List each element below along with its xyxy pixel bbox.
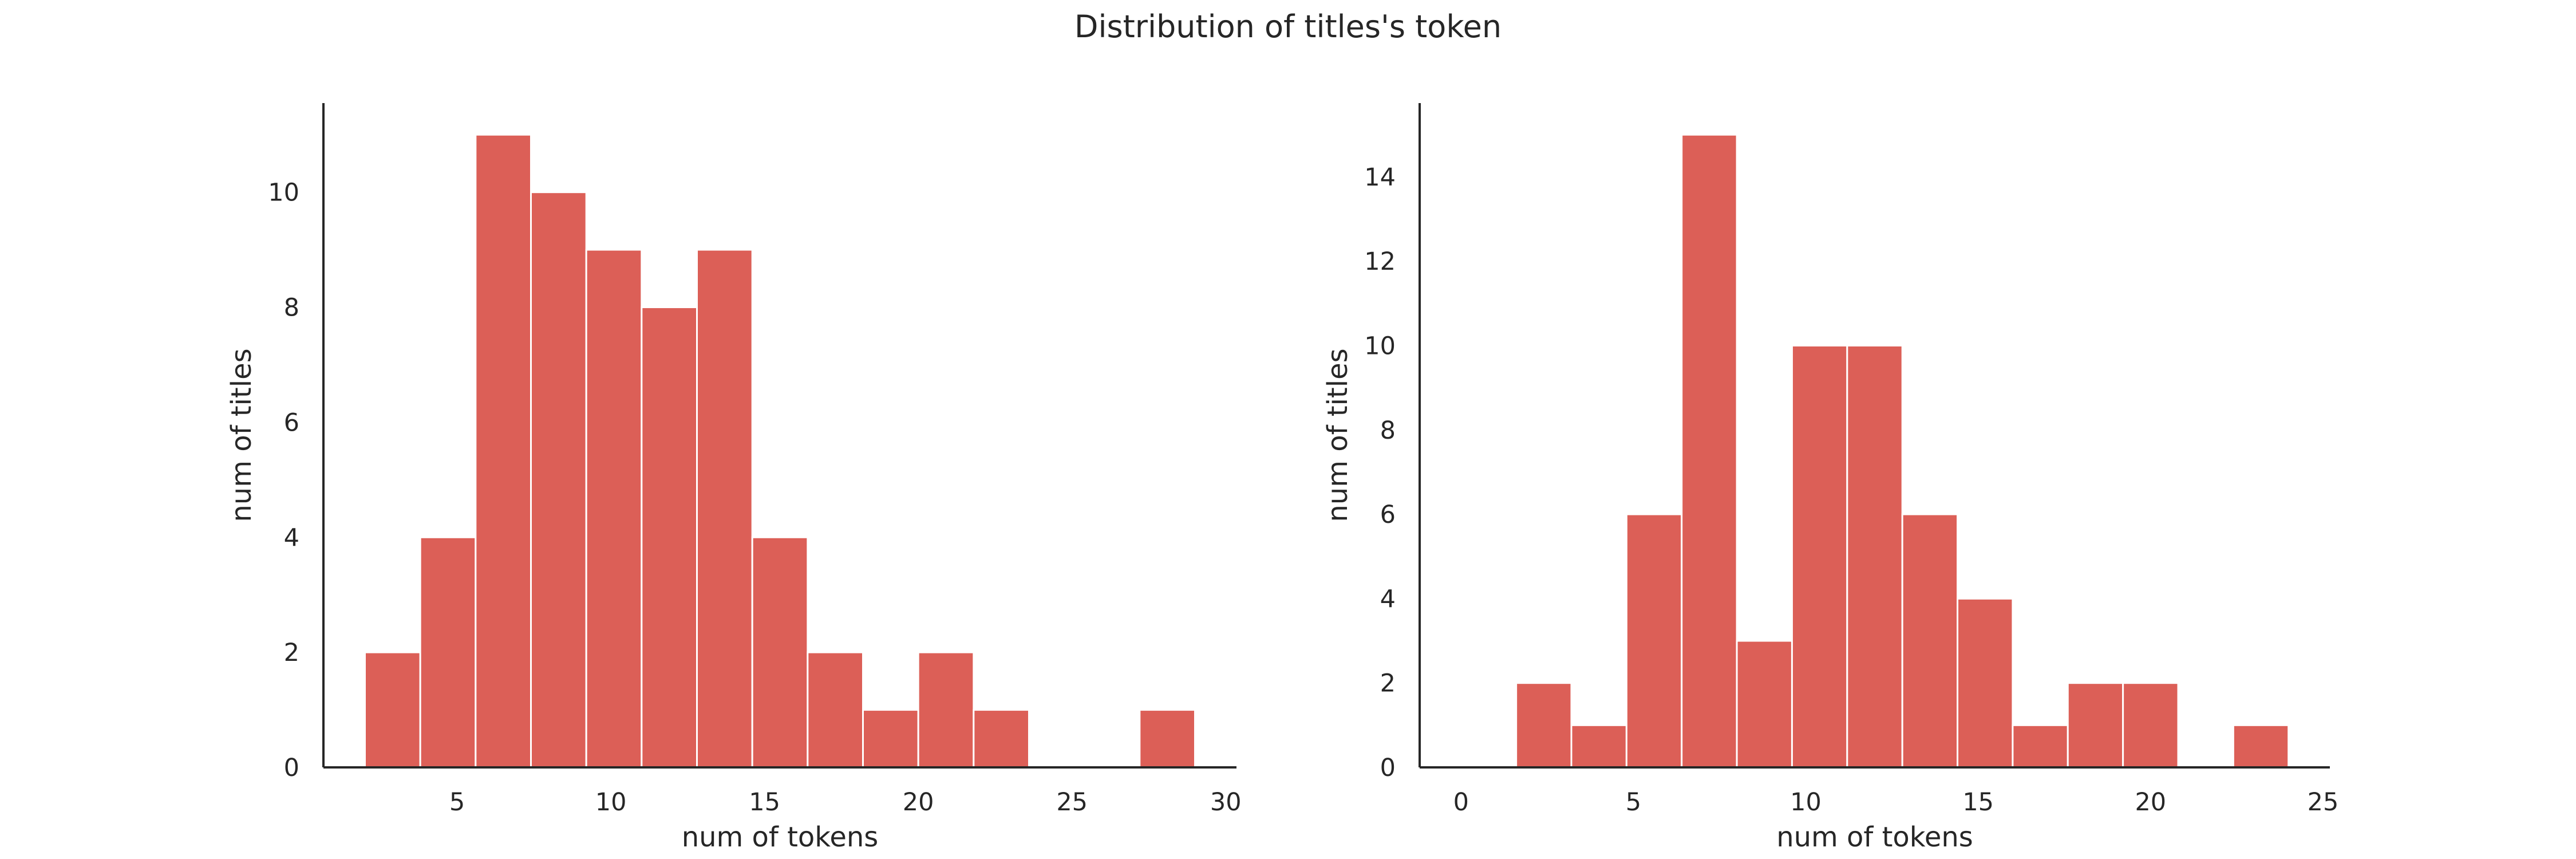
y-tick-label: 2	[1380, 669, 1396, 698]
histogram-bar	[1625, 513, 1683, 769]
histogram-bar	[1681, 133, 1738, 769]
y-tick-label: 12	[1364, 247, 1396, 276]
histogram-bar	[2012, 724, 2069, 769]
x-tick-label: 10	[595, 788, 627, 817]
y-tick-label: 6	[1380, 501, 1396, 529]
x-tick-label: 5	[449, 788, 465, 817]
x-tick-label: 0	[1453, 788, 1469, 817]
histogram-panel-left: 5 10 15 20 25 30 0 2 4 6 8 10 num of tokens num of ti…	[226, 103, 1242, 853]
x-tick-label: 25	[1056, 788, 1088, 817]
x-tick-label: 15	[1962, 788, 1994, 817]
histogram-bar	[1736, 640, 1793, 769]
y-axis-label: num of titles	[1322, 348, 1354, 522]
y-tick-label: 2	[284, 639, 299, 667]
x-tick-label: 30	[1210, 788, 1242, 817]
histogram-bar	[2067, 682, 2124, 769]
y-tick-label: 0	[1380, 754, 1396, 782]
x-axis-label: num of tokens	[1776, 821, 1973, 853]
histogram-bar	[1139, 709, 1196, 769]
histogram-bar	[585, 249, 643, 769]
histogram-bar	[807, 651, 864, 769]
y-tick-label: 0	[284, 754, 299, 782]
x-tick-label: 15	[749, 788, 780, 817]
y-tick-label: 4	[284, 523, 299, 552]
x-tick-label: 20	[2135, 788, 2166, 817]
x-tick-label: 10	[1790, 788, 1822, 817]
histogram-bar	[2232, 724, 2290, 769]
y-tick-label: 10	[268, 179, 299, 207]
histogram-bar	[364, 651, 421, 769]
histogram-bar	[917, 651, 975, 769]
histogram-bar	[530, 191, 587, 769]
histogram-bar	[696, 249, 753, 769]
histogram-bar	[2122, 682, 2179, 769]
y-tick-label: 8	[284, 294, 299, 322]
histogram-bar	[1570, 724, 1627, 769]
y-tick-label: 10	[1364, 332, 1396, 360]
histogram-bar	[973, 709, 1030, 769]
y-tick-label: 14	[1364, 163, 1396, 192]
y-tick-label: 4	[1380, 585, 1396, 613]
histogram-bar	[1515, 682, 1573, 769]
x-tick-label: 25	[2308, 788, 2339, 817]
x-tick-label: 5	[1626, 788, 1641, 817]
x-tick-label: 20	[903, 788, 934, 817]
histogram-bar	[751, 536, 809, 769]
y-tick-label: 8	[1380, 416, 1396, 445]
x-axis-label: num of tokens	[682, 821, 879, 853]
histogram-bar	[862, 709, 919, 769]
histogram-bar	[419, 536, 477, 769]
histogram-bar	[1957, 597, 2014, 769]
y-tick-label: 6	[284, 408, 299, 437]
histogram-bar	[1901, 513, 1959, 769]
figure-suptitle: Distribution of titles's token	[1074, 9, 1502, 45]
histogram-bar	[1846, 344, 1903, 769]
histogram-bar	[641, 306, 698, 769]
histogram-bar	[1791, 344, 1848, 769]
histogram-bar	[475, 133, 532, 769]
y-axis-label: num of titles	[226, 348, 258, 522]
histogram-panel-right: 0 5 10 15 20 25 0 2 4 6 8 10 12 14 num of tokens num of…	[1322, 103, 2338, 853]
